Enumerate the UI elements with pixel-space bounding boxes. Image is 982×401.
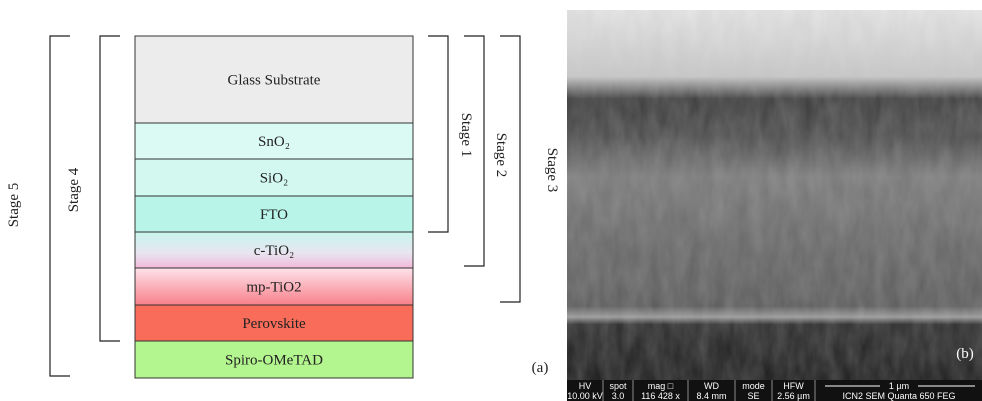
bar-header: HFW — [783, 381, 804, 391]
bar-header: HV — [579, 381, 592, 391]
layer-label: Perovskite — [242, 316, 306, 332]
stage-label: Stage 2 — [493, 133, 509, 178]
layer-label: Spiro-OMeTAD — [225, 353, 323, 369]
bar-value: 3.0 — [612, 391, 625, 401]
panel-label: (b) — [956, 346, 974, 362]
layer-label: mp-TiO2 — [246, 280, 301, 296]
panel-label: (a) — [532, 360, 549, 376]
bar-value: 8.4 mm — [696, 391, 726, 401]
scale-label: 1 µm — [889, 381, 909, 391]
bar-header: mode — [742, 381, 765, 391]
layer-label: c-TiO₂ — [254, 243, 295, 259]
bar-value: 116 428 x — [641, 391, 680, 401]
figure: Glass Substrate SnO₂ SiO₂ FTO c-TiO₂ mp-TiO2 P… — [0, 0, 982, 401]
bar-value: SE — [747, 391, 759, 401]
panel-b-image — [567, 10, 982, 401]
bar-value: 10.00 kV — [567, 391, 603, 401]
layer-label: FTO — [260, 207, 288, 223]
stage-label: Stage 3 — [544, 148, 560, 193]
stage-label: Stage 4 — [66, 167, 82, 212]
layer-label: SiO₂ — [260, 171, 289, 187]
stage-label: Stage 5 — [6, 183, 22, 228]
instrument: ICN2 SEM Quanta 650 FEG — [842, 391, 955, 401]
stage-bracket — [100, 36, 120, 341]
bar-header: spot — [609, 381, 627, 391]
bar-header: mag □ — [648, 381, 674, 391]
bar-value: 2.56 µm — [777, 391, 810, 401]
stage-label: Stage 1 — [458, 113, 474, 158]
layer-label: Glass Substrate — [228, 73, 321, 89]
bar-header: WD — [704, 381, 719, 391]
stage-bracket — [428, 36, 448, 232]
layer-label: SnO₂ — [258, 134, 290, 150]
